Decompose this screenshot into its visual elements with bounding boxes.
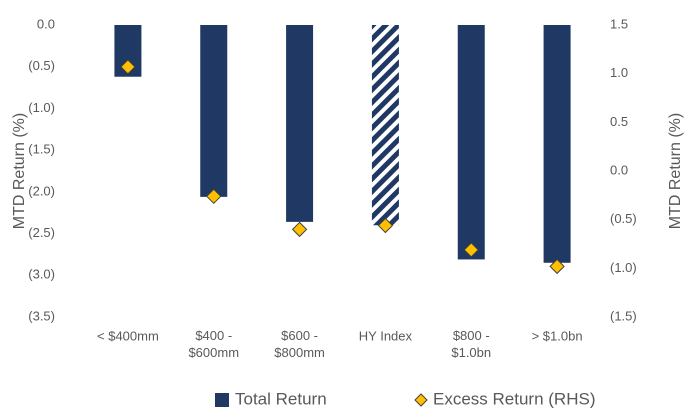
diamond-marker <box>291 221 308 238</box>
y-tick-label: (1.5) <box>28 142 55 157</box>
y-tick-label: (2.0) <box>28 183 55 198</box>
x-tick-label: $600 -$800mm <box>274 328 325 360</box>
legend-swatch <box>215 393 229 407</box>
y2-tick-label: 1.5 <box>610 16 628 31</box>
bar <box>543 25 571 263</box>
diamond-marker <box>377 217 394 234</box>
y2-tick-label: (1.5) <box>610 308 637 323</box>
bar <box>286 25 314 222</box>
y-tick-label: 0.0 <box>37 16 55 31</box>
y-tick-label: (2.5) <box>28 225 55 240</box>
y-tick-label: (1.0) <box>28 100 55 115</box>
y2-tick-label: 1.0 <box>610 65 628 80</box>
diamond-marker <box>206 188 222 205</box>
legend-label: Total Return <box>235 389 327 408</box>
bar <box>200 25 228 197</box>
diamond-marker <box>120 59 136 75</box>
x-tick-label: $400 -$600mm <box>188 328 239 360</box>
y2-axis-title: MTD Return (%) <box>667 113 684 229</box>
y2-tick-label: (1.0) <box>610 260 637 275</box>
y2-tick-label: 0.5 <box>610 114 628 129</box>
diamond-marker <box>463 242 479 258</box>
bar <box>457 25 485 260</box>
y2-tick-label: (0.5) <box>610 211 637 226</box>
x-tick-label: < $400mm <box>97 328 159 343</box>
x-tick-label: > $1.0bn <box>532 328 583 343</box>
y-tick-label: (0.5) <box>28 58 55 73</box>
legend-swatch <box>414 393 428 407</box>
bar <box>371 25 399 226</box>
y-tick-label: (3.5) <box>28 308 55 323</box>
y2-tick-label: 0.0 <box>610 162 628 177</box>
y-tick-label: (3.0) <box>28 267 55 282</box>
y-axis-title: MTD Return (%) <box>11 113 28 229</box>
diamond-marker <box>549 258 565 275</box>
x-tick-label: $800 -$1.0bn <box>451 328 491 360</box>
x-tick-label: HY Index <box>359 328 413 343</box>
legend-label: Excess Return (RHS) <box>433 389 595 408</box>
